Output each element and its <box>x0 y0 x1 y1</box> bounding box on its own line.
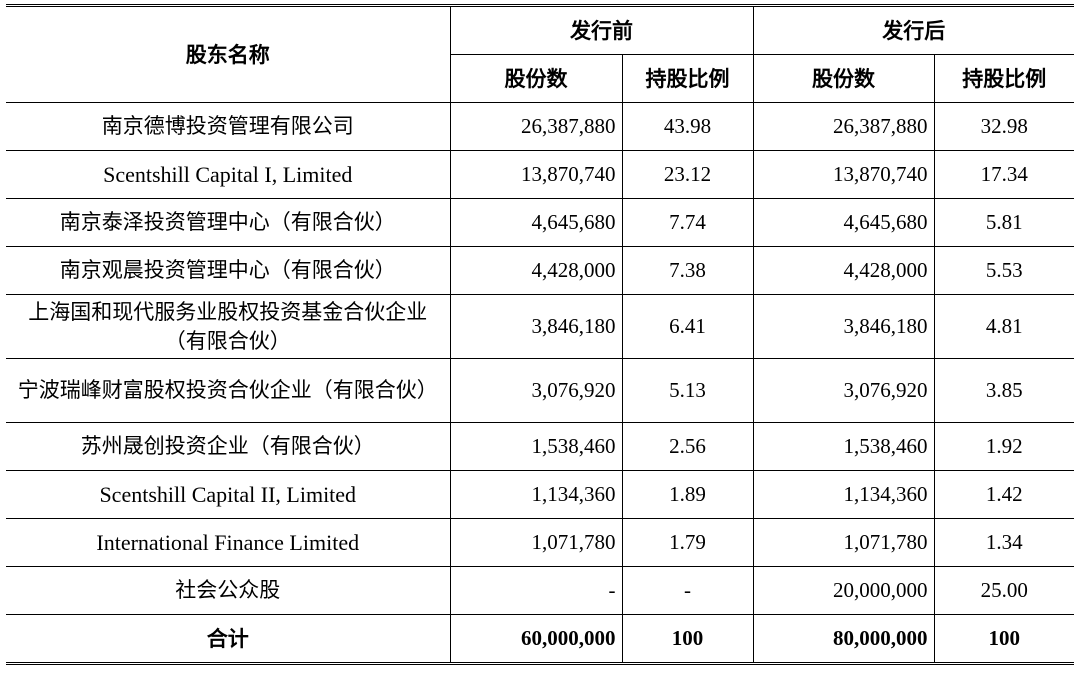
shares-after: 3,846,180 <box>752 294 935 359</box>
total-row: 合计 60,000,000 100 80,000,000 100 <box>6 614 1074 664</box>
table-row: 社会公众股 - - 20,000,000 25.00 <box>6 566 1074 615</box>
header-row-group: 股东名称 发行前 发行后 <box>6 5 1074 103</box>
ratio-after: 32.98 <box>933 102 1074 151</box>
shares-before: - <box>449 566 623 615</box>
shares-after: 1,071,780 <box>752 518 935 567</box>
shares-after: 4,645,680 <box>752 198 935 247</box>
ratio-before: 7.74 <box>621 198 754 247</box>
table-row: 南京德博投资管理有限公司 26,387,880 43.98 26,387,880… <box>6 102 1074 151</box>
shareholder-name: 南京观晨投资管理中心（有限合伙） <box>6 246 451 295</box>
shareholder-name: 南京德博投资管理有限公司 <box>6 102 451 151</box>
header-after-issuance: 发行后 <box>752 5 1074 55</box>
shares-after: 26,387,880 <box>752 102 935 151</box>
shareholding-table-container: 股东名称 发行前 发行后 股份数 持股比例 股份数 持股比例 南京德博投资管理有… <box>6 4 1074 682</box>
ratio-after: 5.81 <box>933 198 1074 247</box>
shares-before: 4,645,680 <box>449 198 623 247</box>
total-shares-after: 80,000,000 <box>752 614 935 664</box>
shares-after: 1,538,460 <box>752 422 935 471</box>
ratio-before: - <box>621 566 754 615</box>
ratio-before: 23.12 <box>621 150 754 199</box>
total-ratio-after: 100 <box>933 614 1074 664</box>
ratio-before: 2.56 <box>621 422 754 471</box>
header-shares-before: 股份数 <box>450 54 623 103</box>
shares-before: 1,538,460 <box>449 422 623 471</box>
shareholder-name: 上海国和现代服务业股权投资基金合伙企业（有限合伙） <box>6 294 451 359</box>
table-row: 南京观晨投资管理中心（有限合伙） 4,428,000 7.38 4,428,00… <box>6 246 1074 295</box>
ratio-before: 1.89 <box>621 470 754 519</box>
total-label: 合计 <box>6 614 451 664</box>
shares-after: 3,076,920 <box>752 358 935 423</box>
shares-before: 3,076,920 <box>449 358 623 423</box>
total-shares-before: 60,000,000 <box>449 614 623 664</box>
shares-after: 20,000,000 <box>752 566 935 615</box>
shares-after: 1,134,360 <box>752 470 935 519</box>
shareholder-name: Scentshill Capital I, Limited <box>6 150 451 199</box>
shareholder-name: 社会公众股 <box>6 566 451 615</box>
header-row-columns: 股份数 持股比例 股份数 持股比例 <box>6 54 1074 103</box>
shares-before: 26,387,880 <box>449 102 623 151</box>
header-ratio-after: 持股比例 <box>933 54 1074 103</box>
shareholder-name: International Finance Limited <box>6 518 451 567</box>
header-shares-after: 股份数 <box>752 54 935 103</box>
table-row: 宁波瑞峰财富股权投资合伙企业（有限合伙） 3,076,920 5.13 3,07… <box>6 358 1074 423</box>
table-row: Scentshill Capital I, Limited 13,870,740… <box>6 150 1074 199</box>
ratio-before: 5.13 <box>621 358 754 423</box>
ratio-before: 7.38 <box>621 246 754 295</box>
ratio-before: 6.41 <box>621 294 754 359</box>
shares-before: 1,071,780 <box>449 518 623 567</box>
shareholder-name: 宁波瑞峰财富股权投资合伙企业（有限合伙） <box>6 358 451 423</box>
shares-before: 4,428,000 <box>449 246 623 295</box>
table-row: 苏州晟创投资企业（有限合伙） 1,538,460 2.56 1,538,460 … <box>6 422 1074 471</box>
ratio-after: 1.42 <box>933 470 1074 519</box>
shares-before: 1,134,360 <box>449 470 623 519</box>
ratio-after: 17.34 <box>933 150 1074 199</box>
ratio-after: 3.85 <box>933 358 1074 423</box>
ratio-after: 5.53 <box>933 246 1074 295</box>
ratio-after: 1.92 <box>933 422 1074 471</box>
shares-before: 3,846,180 <box>449 294 623 359</box>
shareholding-table: 股东名称 发行前 发行后 股份数 持股比例 股份数 持股比例 南京德博投资管理有… <box>6 4 1074 665</box>
shareholder-name: 苏州晟创投资企业（有限合伙） <box>6 422 451 471</box>
ratio-after: 1.34 <box>933 518 1074 567</box>
table-row: Scentshill Capital II, Limited 1,134,360… <box>6 470 1074 519</box>
ratio-after: 25.00 <box>933 566 1074 615</box>
table-row: 南京泰泽投资管理中心（有限合伙） 4,645,680 7.74 4,645,68… <box>6 198 1074 247</box>
ratio-before: 43.98 <box>621 102 754 151</box>
shareholder-name: Scentshill Capital II, Limited <box>6 470 451 519</box>
shareholder-name: 南京泰泽投资管理中心（有限合伙） <box>6 198 451 247</box>
header-ratio-before: 持股比例 <box>621 54 754 103</box>
ratio-after: 4.81 <box>933 294 1074 359</box>
shares-before: 13,870,740 <box>449 150 623 199</box>
header-before-issuance: 发行前 <box>449 5 754 55</box>
shares-after: 13,870,740 <box>752 150 935 199</box>
total-ratio-before: 100 <box>621 614 754 664</box>
shares-after: 4,428,000 <box>752 246 935 295</box>
ratio-before: 1.79 <box>621 518 754 567</box>
table-row: 上海国和现代服务业股权投资基金合伙企业（有限合伙） 3,846,180 6.41… <box>6 294 1074 359</box>
header-shareholder-name: 股东名称 <box>6 5 451 103</box>
table-row: International Finance Limited 1,071,780 … <box>6 518 1074 567</box>
